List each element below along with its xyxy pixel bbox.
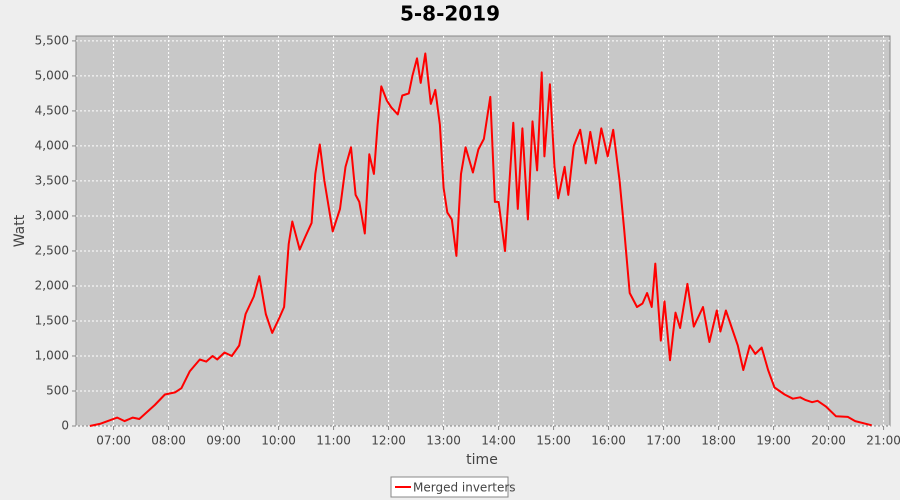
x-tick-label: 16:00 [591,434,626,448]
x-tick-label: 19:00 [756,434,791,448]
y-tick-label: 5,500 [35,33,69,47]
legend: Merged inverters [390,476,516,498]
y-tick-label: 3,500 [35,173,69,187]
x-tick-label: 21:00 [866,434,900,448]
x-tick-label: 07:00 [96,434,131,448]
y-tick-label: 1,500 [35,313,69,327]
y-axis-label: Watt [12,214,28,247]
x-tick-label: 10:00 [261,434,296,448]
x-tick-label: 09:00 [206,434,241,448]
x-tick-label: 20:00 [811,434,846,448]
y-tick-label: 1,000 [35,348,69,362]
x-tick-label: 17:00 [646,434,681,448]
x-tick-label: 15:00 [536,434,571,448]
y-tick-label: 2,000 [35,278,69,292]
x-tick-label: 14:00 [481,434,516,448]
x-tick-label: 13:00 [426,434,461,448]
plot-area [75,35,891,427]
legend-label: Merged inverters [413,481,516,495]
y-tick-label: 4,000 [35,138,69,152]
y-tick-label: 2,500 [35,243,69,257]
y-tick-label: 5,000 [35,68,69,82]
legend-box [390,476,509,498]
x-tick-label: 18:00 [701,434,736,448]
y-tick-label: 0 [61,419,69,433]
y-tick-label: 4,500 [35,103,69,117]
x-tick-label: 11:00 [316,434,351,448]
x-tick-label: 08:00 [151,434,186,448]
line-series [89,52,872,427]
x-tick-label: 12:00 [371,434,406,448]
y-tick-label: 3,000 [35,208,69,222]
chart-title: 5-8-2019 [400,2,500,26]
x-axis-label: time [466,452,498,468]
y-tick-label: 500 [46,383,69,397]
